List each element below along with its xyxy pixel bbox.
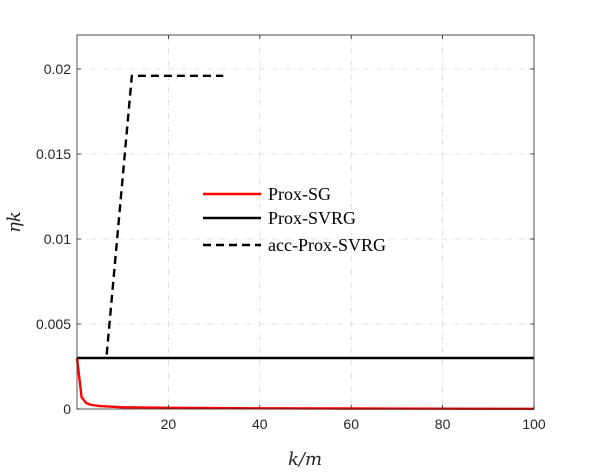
- x-tick-label: 40: [252, 416, 268, 432]
- series-layer: [75, 74, 535, 411]
- legend-label-prox-svrg: Prox-SVRG: [268, 208, 356, 228]
- y-axis-title: ηk: [4, 211, 25, 233]
- plot-frame: [76, 34, 535, 410]
- x-tick-label: 60: [343, 416, 359, 432]
- x-tick-label: 20: [161, 416, 177, 432]
- series-line-acc-prox-svrg: [105, 74, 224, 355]
- y-tick-label: 0.015: [36, 146, 71, 162]
- x-tick-label: 80: [435, 416, 451, 432]
- y-tick-label: 0.02: [44, 61, 71, 77]
- x-axis-title: k/m: [288, 449, 322, 470]
- y-tick-labels: 0 0.005 0.01 0.015 0.02: [36, 61, 71, 417]
- y-tick-label: 0.01: [44, 231, 71, 247]
- y-tick-label: 0: [63, 401, 71, 417]
- grid-lines: [77, 35, 534, 409]
- x-tick-labels: 20 40 60 80 100: [161, 416, 546, 432]
- legend: Prox-SG Prox-SVRG acc-Prox-SVRG: [203, 184, 386, 255]
- legend-label-prox-sg: Prox-SG: [268, 184, 331, 204]
- tick-marks: [77, 35, 535, 410]
- series-line-prox-sg: [75, 357, 535, 411]
- y-tick-label: 0.005: [36, 316, 71, 332]
- x-tick-label: 100: [522, 416, 546, 432]
- legend-label-acc-prox-svrg: acc-Prox-SVRG: [268, 235, 386, 255]
- plot-background: [77, 35, 534, 409]
